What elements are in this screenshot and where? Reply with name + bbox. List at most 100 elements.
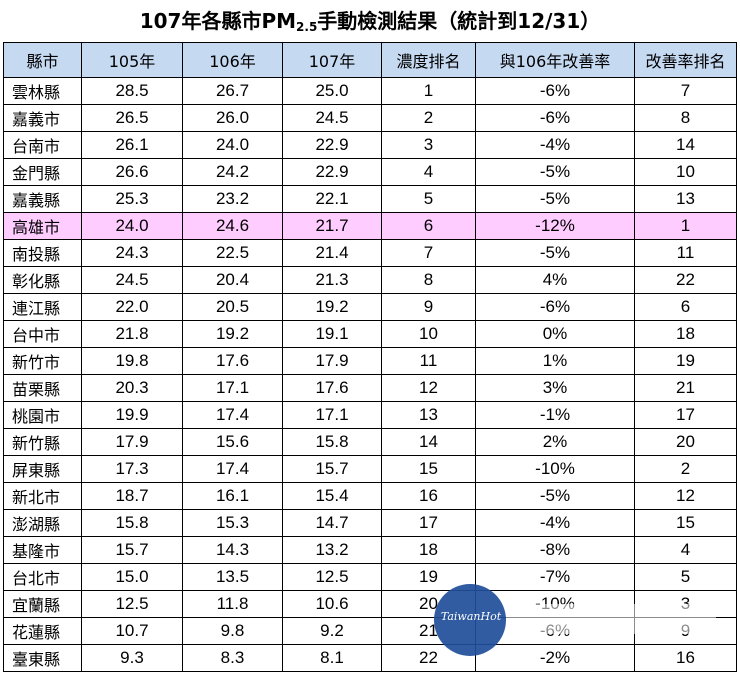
header-improve-rate: 與106年改善率 bbox=[475, 42, 635, 78]
cell-107: 17.9 bbox=[282, 347, 382, 375]
table-row: 新北市 18.7 16.1 15.4 16 -5% 12 bbox=[3, 482, 737, 510]
header-106: 106年 bbox=[182, 42, 283, 78]
cell-improve-rate: -5% bbox=[475, 158, 635, 186]
cell-107: 17.1 bbox=[282, 401, 382, 429]
cell-improve-rank: 15 bbox=[634, 509, 737, 537]
cell-105: 19.8 bbox=[81, 347, 183, 375]
cell-county: 桃園市 bbox=[3, 401, 82, 429]
cell-105: 24.3 bbox=[81, 239, 183, 267]
header-improve-rank: 改善率排名 bbox=[634, 42, 737, 78]
table-row: 澎湖縣 15.8 15.3 14.7 17 -4% 15 bbox=[3, 509, 737, 537]
cell-rank: 22 bbox=[381, 644, 476, 672]
cell-county: 雲林縣 bbox=[3, 77, 82, 105]
cell-105: 19.9 bbox=[81, 401, 183, 429]
cell-105: 10.7 bbox=[81, 617, 183, 645]
cell-improve-rank: 1 bbox=[634, 212, 737, 240]
cell-rank: 14 bbox=[381, 428, 476, 456]
header-county: 縣市 bbox=[3, 42, 82, 78]
cell-improve-rate: -12% bbox=[475, 212, 635, 240]
cell-105: 21.8 bbox=[81, 320, 183, 348]
cell-106: 9.8 bbox=[182, 617, 283, 645]
cell-105: 17.3 bbox=[81, 455, 183, 483]
cell-rank: 3 bbox=[381, 131, 476, 159]
cell-rank: 6 bbox=[381, 212, 476, 240]
cell-improve-rate: -5% bbox=[475, 239, 635, 267]
cell-rank: 21 bbox=[381, 617, 476, 645]
cell-106: 17.4 bbox=[182, 401, 283, 429]
table-row: 連江縣 22.0 20.5 19.2 9 -6% 6 bbox=[3, 293, 737, 321]
cell-county: 新北市 bbox=[3, 482, 82, 510]
table-row: 嘉義縣 25.3 23.2 22.1 5 -5% 13 bbox=[3, 185, 737, 213]
title-subscript: 2.5 bbox=[296, 20, 318, 34]
title-suffix: 手動檢測結果（統計到12/31） bbox=[317, 9, 601, 33]
cell-improve-rate: 1% bbox=[475, 347, 635, 375]
cell-improve-rank: 14 bbox=[634, 131, 737, 159]
cell-county: 台中市 bbox=[3, 320, 82, 348]
page-title: 107年各縣市PM2.5手動檢測結果（統計到12/31） bbox=[0, 4, 740, 38]
cell-improve-rank: 2 bbox=[634, 455, 737, 483]
table-row: 台北市 15.0 13.5 12.5 19 -7% 5 bbox=[3, 563, 737, 591]
pm25-results-table: 縣市 105年 106年 107年 濃度排名 與106年改善率 改善率排名 雲林… bbox=[3, 42, 737, 672]
table-row: 苗栗縣 20.3 17.1 17.6 12 3% 21 bbox=[3, 374, 737, 402]
cell-county: 彰化縣 bbox=[3, 266, 82, 294]
cell-county: 臺東縣 bbox=[3, 644, 82, 672]
cell-106: 8.3 bbox=[182, 644, 283, 672]
cell-improve-rank: 12 bbox=[634, 482, 737, 510]
cell-improve-rank: 5 bbox=[634, 563, 737, 591]
cell-rank: 17 bbox=[381, 509, 476, 537]
cell-106: 24.2 bbox=[182, 158, 283, 186]
table-row: 屏東縣 17.3 17.4 15.7 15 -10% 2 bbox=[3, 455, 737, 483]
cell-county: 苗栗縣 bbox=[3, 374, 82, 402]
cell-improve-rank: 8 bbox=[634, 104, 737, 132]
table-body: 雲林縣 28.5 26.7 25.0 1 -6% 7 嘉義市 26.5 26.0 24.5 2 -6% 8… bbox=[3, 77, 737, 672]
cell-rank: 7 bbox=[381, 239, 476, 267]
cell-106: 17.1 bbox=[182, 374, 283, 402]
cell-county: 屏東縣 bbox=[3, 455, 82, 483]
cell-county: 金門縣 bbox=[3, 158, 82, 186]
cell-improve-rate: -5% bbox=[475, 185, 635, 213]
cell-107: 24.5 bbox=[282, 104, 382, 132]
cell-106: 19.2 bbox=[182, 320, 283, 348]
cell-rank: 10 bbox=[381, 320, 476, 348]
table-row: 雲林縣 28.5 26.7 25.0 1 -6% 7 bbox=[3, 77, 737, 105]
table-row: 新竹縣 17.9 15.6 15.8 14 2% 20 bbox=[3, 428, 737, 456]
cell-107: 15.4 bbox=[282, 482, 382, 510]
header-105: 105年 bbox=[81, 42, 183, 78]
cell-107: 21.7 bbox=[282, 212, 382, 240]
cell-106: 17.4 bbox=[182, 455, 283, 483]
cell-rank: 12 bbox=[381, 374, 476, 402]
cell-improve-rank: 4 bbox=[634, 536, 737, 564]
cell-107: 21.3 bbox=[282, 266, 382, 294]
cell-county: 花蓮縣 bbox=[3, 617, 82, 645]
cell-county: 台南市 bbox=[3, 131, 82, 159]
cell-improve-rate: -6% bbox=[475, 77, 635, 105]
cell-improve-rank: 10 bbox=[634, 158, 737, 186]
cell-county: 新竹縣 bbox=[3, 428, 82, 456]
cell-107: 8.1 bbox=[282, 644, 382, 672]
table-row: 新竹市 19.8 17.6 17.9 11 1% 19 bbox=[3, 347, 737, 375]
cell-improve-rate: -7% bbox=[475, 563, 635, 591]
cell-107: 9.2 bbox=[282, 617, 382, 645]
table-header-row: 縣市 105年 106年 107年 濃度排名 與106年改善率 改善率排名 bbox=[3, 42, 737, 78]
cell-rank: 20 bbox=[381, 590, 476, 618]
cell-improve-rank: 20 bbox=[634, 428, 737, 456]
cell-105: 26.1 bbox=[81, 131, 183, 159]
cell-105: 25.3 bbox=[81, 185, 183, 213]
cell-improve-rate: 0% bbox=[475, 320, 635, 348]
cell-county: 嘉義縣 bbox=[3, 185, 82, 213]
cell-improve-rank: 7 bbox=[634, 77, 737, 105]
cell-improve-rate: -10% bbox=[475, 590, 635, 618]
table-row: 宜蘭縣 12.5 11.8 10.6 20 -10% 3 bbox=[3, 590, 737, 618]
cell-106: 20.5 bbox=[182, 293, 283, 321]
table-row: 台中市 21.8 19.2 19.1 10 0% 18 bbox=[3, 320, 737, 348]
cell-106: 11.8 bbox=[182, 590, 283, 618]
cell-county: 基隆市 bbox=[3, 536, 82, 564]
cell-rank: 5 bbox=[381, 185, 476, 213]
cell-107: 14.7 bbox=[282, 509, 382, 537]
cell-improve-rate: -1% bbox=[475, 401, 635, 429]
header-rank: 濃度排名 bbox=[381, 42, 476, 78]
cell-improve-rate: -6% bbox=[475, 104, 635, 132]
cell-106: 15.3 bbox=[182, 509, 283, 537]
cell-107: 17.6 bbox=[282, 374, 382, 402]
table-row: 花蓮縣 10.7 9.8 9.2 21 -6% 9 bbox=[3, 617, 737, 645]
